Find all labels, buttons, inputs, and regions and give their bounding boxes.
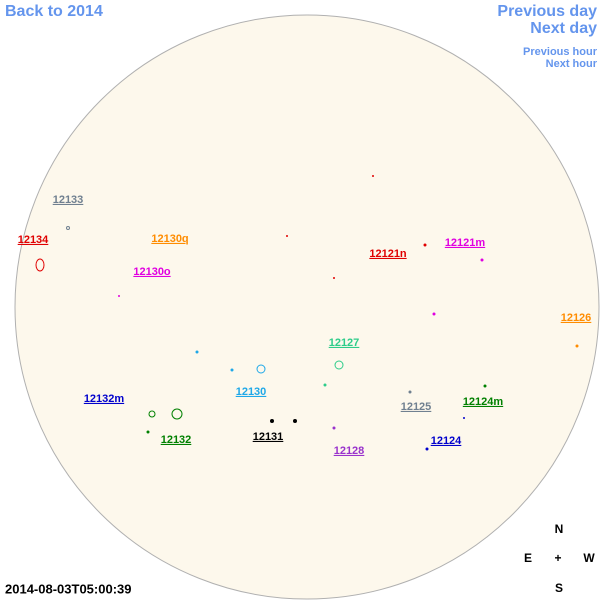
previous-day-link[interactable]: Previous day	[497, 3, 597, 20]
solar-disk	[14, 14, 600, 600]
compass-north: N	[555, 522, 564, 536]
region-label[interactable]: 12127	[329, 337, 360, 349]
region-label[interactable]: 12130q	[151, 233, 188, 245]
region-label[interactable]: 12121n	[369, 248, 407, 260]
region-label[interactable]: 12132	[161, 434, 192, 446]
region-label[interactable]: 12121m	[445, 237, 486, 249]
next-day-link[interactable]: Next day	[530, 20, 597, 37]
region-label[interactable]: 12131	[253, 431, 284, 443]
compass-south: S	[555, 581, 563, 595]
timestamp: 2014-08-03T05:00:39	[5, 581, 131, 596]
region-label[interactable]: 12130	[236, 386, 267, 398]
back-link[interactable]: Back to 2014	[5, 3, 103, 20]
region-label[interactable]: 12124	[431, 435, 462, 447]
compass-center: +	[554, 551, 561, 565]
region-label[interactable]: 12126	[561, 312, 592, 324]
region-label[interactable]: 12133	[53, 194, 84, 206]
sunspot-markers	[35, 175, 579, 451]
compass-east: E	[524, 551, 532, 565]
next-hour-link[interactable]: Next hour	[546, 58, 598, 70]
region-label[interactable]: 12134	[18, 234, 49, 246]
region-label[interactable]: 12130o	[133, 266, 171, 278]
compass: N E + W S	[524, 522, 595, 595]
compass-west: W	[583, 551, 595, 565]
region-label[interactable]: 12124m	[463, 396, 504, 408]
region-label[interactable]: 12132m	[84, 393, 125, 405]
region-label[interactable]: 12125	[401, 401, 432, 413]
region-label[interactable]: 12128	[334, 445, 365, 457]
previous-hour-link[interactable]: Previous hour	[523, 46, 598, 58]
